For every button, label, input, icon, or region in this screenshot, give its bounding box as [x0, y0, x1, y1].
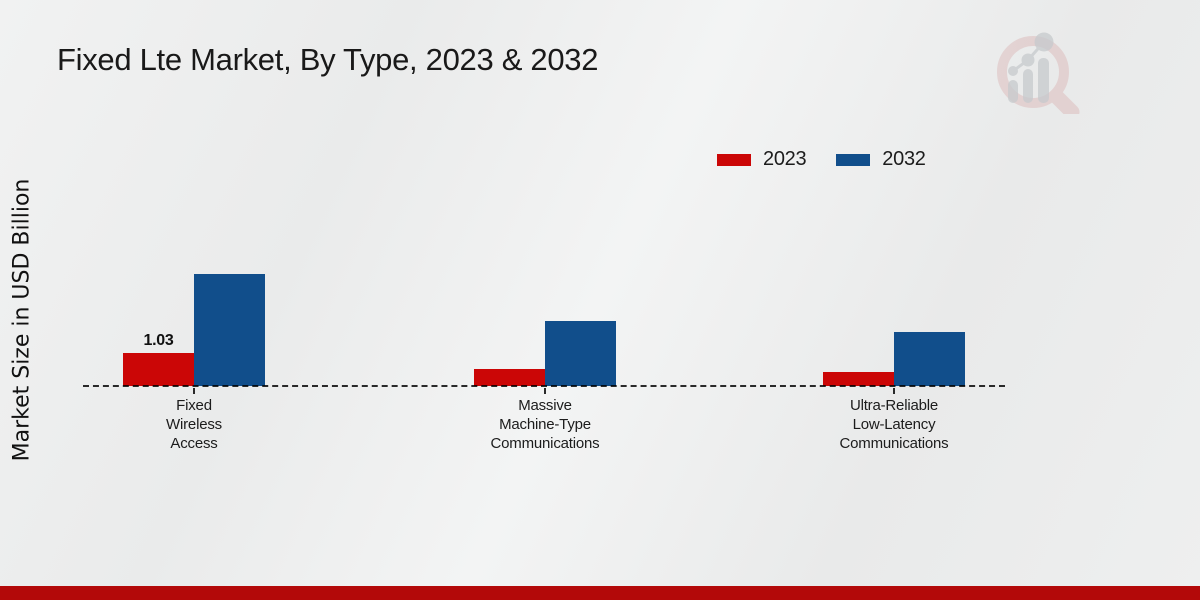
legend-swatch-2023: [717, 153, 751, 166]
x-axis-tick-massive-machine-type-communications: [544, 388, 546, 394]
x-axis-baseline: [83, 385, 1005, 387]
legend: 2023 2032: [717, 148, 926, 171]
bar-2032-ultra-reliable-low-latency-communications: [894, 332, 965, 386]
category-label-line: Communications: [839, 435, 949, 452]
bar-2032-fixed-wireless-access: [194, 274, 265, 386]
category-label-line: Fixed: [176, 397, 212, 414]
category-label-line: Massive: [518, 397, 572, 414]
bar-2023-massive-machine-type-communications: [474, 369, 545, 386]
logo-bars-icon: [1008, 32, 1054, 103]
magnifier-handle: [1049, 89, 1080, 114]
category-label-fixed-wireless-access: Fixed Wireless Access: [84, 396, 304, 453]
bar-2023-fixed-wireless-access: [123, 353, 194, 386]
chart-title: Fixed Lte Market, By Type, 2023 & 2032: [57, 42, 599, 77]
legend-swatch-2032: [836, 153, 871, 166]
bar-2023-ultra-reliable-low-latency-communications: [823, 372, 894, 386]
magnifier-bar-chart-logo: [997, 32, 1080, 114]
legend-item-2032: 2032: [836, 148, 926, 171]
category-label-line: Machine-Type: [499, 416, 591, 433]
legend-item-2023: 2023: [717, 148, 807, 171]
footer-accent-bar: [0, 586, 1200, 600]
category-label-massive-machine-type-communications: Massive Machine-Type Communications: [435, 396, 655, 453]
category-label-line: Ultra-Reliable: [849, 397, 939, 414]
magnifier-ring: [997, 36, 1069, 108]
x-axis-tick-ultra-reliable-low-latency-communications: [893, 388, 895, 394]
x-axis-tick-fixed-wireless-access: [193, 388, 195, 394]
category-label-line: Low-Latency: [852, 416, 936, 433]
bar-value-label-2023-fixed-wireless-access: 1.03: [143, 332, 174, 349]
legend-label-2032: 2032: [882, 148, 926, 170]
legend-label-2023: 2023: [763, 148, 807, 170]
category-label-line: Access: [170, 435, 218, 452]
category-label-line: Wireless: [166, 416, 222, 433]
bar-2032-massive-machine-type-communications: [545, 321, 616, 386]
category-label-line: Communications: [490, 435, 600, 452]
category-label-ultra-reliable-low-latency-communications: Ultra-Reliable Low-Latency Communications: [784, 396, 1004, 453]
